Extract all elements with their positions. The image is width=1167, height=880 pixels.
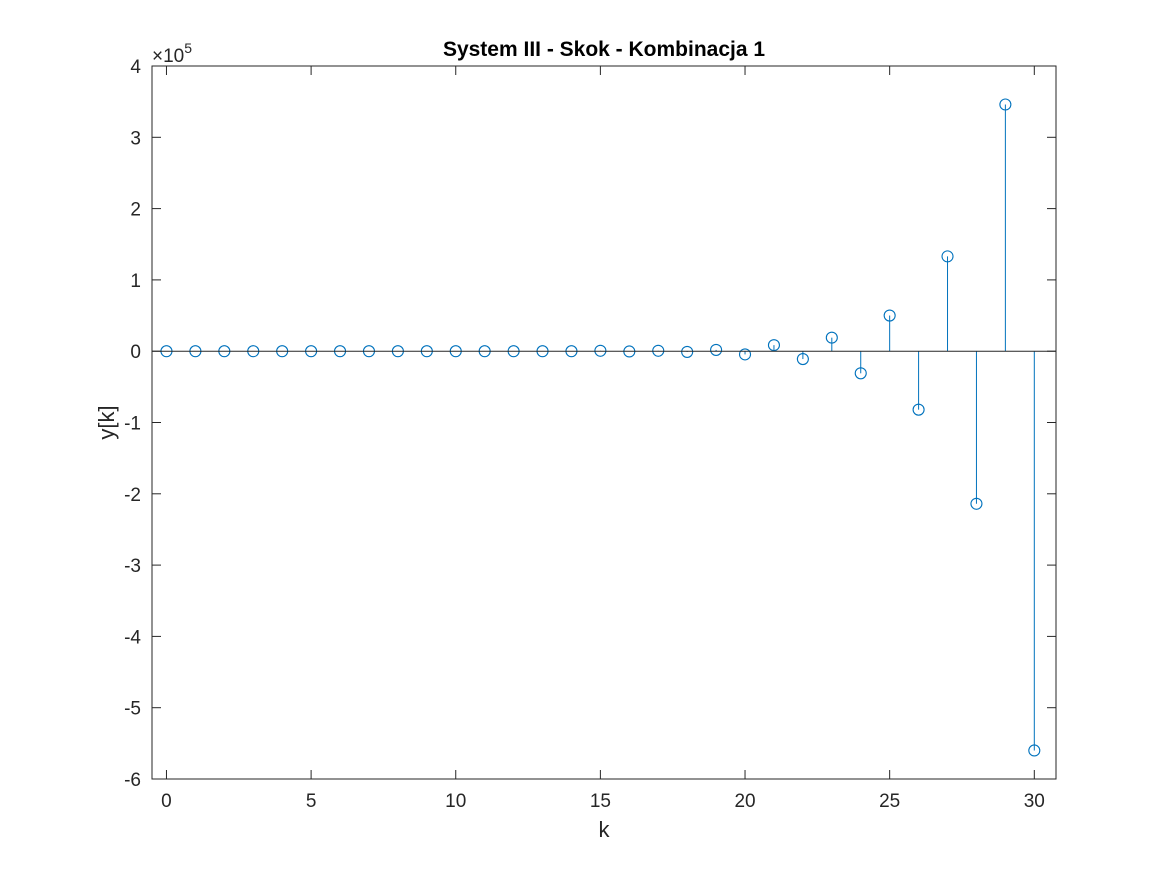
x-tick-label: 20 (734, 791, 755, 812)
stem-marker (710, 343, 723, 356)
stem-marker (738, 348, 752, 361)
y-tick-label: -3 (124, 556, 141, 577)
y-exponent-base: ×10 (152, 46, 184, 67)
x-tick-label: 25 (879, 791, 900, 812)
y-tick-label: 1 (130, 271, 141, 292)
x-tick-label: 10 (445, 791, 466, 812)
y-exponent-power: 5 (184, 40, 192, 56)
labels-layer: System III - Skok - Kombinacja 1 k y[k] … (94, 38, 765, 842)
y-axis-exponent: ×105 (152, 40, 192, 67)
stem-marker (1028, 744, 1041, 757)
stem-marker (883, 309, 896, 322)
x-tick-label: 15 (590, 791, 611, 812)
y-tick-label: -6 (124, 770, 141, 791)
y-tick-label: -2 (124, 485, 141, 506)
y-tick-label: -5 (124, 699, 141, 720)
y-tick-label: 4 (130, 57, 141, 78)
stem-marker (970, 497, 983, 510)
x-axis-label: k (599, 817, 611, 842)
stem-marker (912, 403, 925, 416)
stem-marker (796, 352, 809, 366)
y-tick-label: -4 (124, 627, 141, 648)
stem-marker (825, 331, 838, 344)
x-tick-label: 5 (306, 791, 317, 812)
stem-marker (854, 367, 867, 380)
chart-title: System III - Skok - Kombinacja 1 (443, 38, 765, 61)
stem-marker (941, 250, 954, 263)
ticks-layer: 0 5 10 15 20 25 30 -6 -5 -4 -3 -2 -1 0 1 2 3 4 (124, 57, 1056, 812)
x-tick-label: 0 (161, 791, 172, 812)
y-axis-label: y[k] (94, 405, 119, 439)
stem-marker (767, 339, 781, 352)
y-tick-label: 0 (130, 342, 141, 363)
x-tick-label: 30 (1024, 791, 1045, 812)
stem-marker (681, 345, 694, 358)
y-tick-label: -1 (124, 414, 141, 435)
stem-marker (999, 98, 1012, 111)
y-tick-label: 2 (130, 200, 141, 221)
y-tick-label: 3 (130, 128, 141, 149)
stems-layer (599, 104, 1035, 751)
